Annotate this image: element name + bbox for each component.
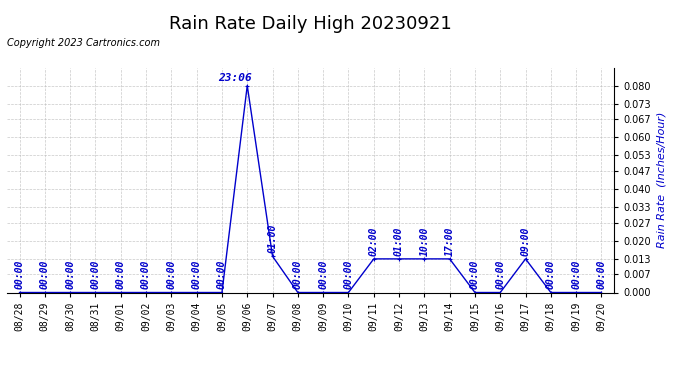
Y-axis label: Rain Rate  (Inches/Hour): Rain Rate (Inches/Hour) (656, 112, 667, 248)
Text: 00:00: 00:00 (495, 260, 505, 289)
Text: 00:00: 00:00 (596, 260, 607, 289)
Text: 01:00: 01:00 (394, 226, 404, 255)
Text: 10:00: 10:00 (420, 226, 429, 255)
Text: 00:00: 00:00 (344, 260, 353, 289)
Text: 00:00: 00:00 (318, 260, 328, 289)
Text: 00:00: 00:00 (14, 260, 25, 289)
Text: 00:00: 00:00 (90, 260, 101, 289)
Text: 17:00: 17:00 (444, 226, 455, 255)
Text: 00:00: 00:00 (470, 260, 480, 289)
Text: 00:00: 00:00 (116, 260, 126, 289)
Text: 00:00: 00:00 (141, 260, 151, 289)
Text: 00:00: 00:00 (217, 260, 227, 289)
Text: 23:06: 23:06 (218, 73, 251, 83)
Text: 00:00: 00:00 (192, 260, 201, 289)
Text: 01:00: 01:00 (268, 224, 277, 253)
Text: 00:00: 00:00 (65, 260, 75, 289)
Text: 09:00: 09:00 (520, 226, 531, 255)
Text: 02:00: 02:00 (368, 226, 379, 255)
Text: 00:00: 00:00 (571, 260, 581, 289)
Text: 00:00: 00:00 (166, 260, 177, 289)
Text: Copyright 2023 Cartronics.com: Copyright 2023 Cartronics.com (7, 38, 160, 48)
Text: Rain Rate Daily High 20230921: Rain Rate Daily High 20230921 (169, 15, 452, 33)
Text: 00:00: 00:00 (40, 260, 50, 289)
Text: 00:00: 00:00 (546, 260, 556, 289)
Text: 00:00: 00:00 (293, 260, 303, 289)
